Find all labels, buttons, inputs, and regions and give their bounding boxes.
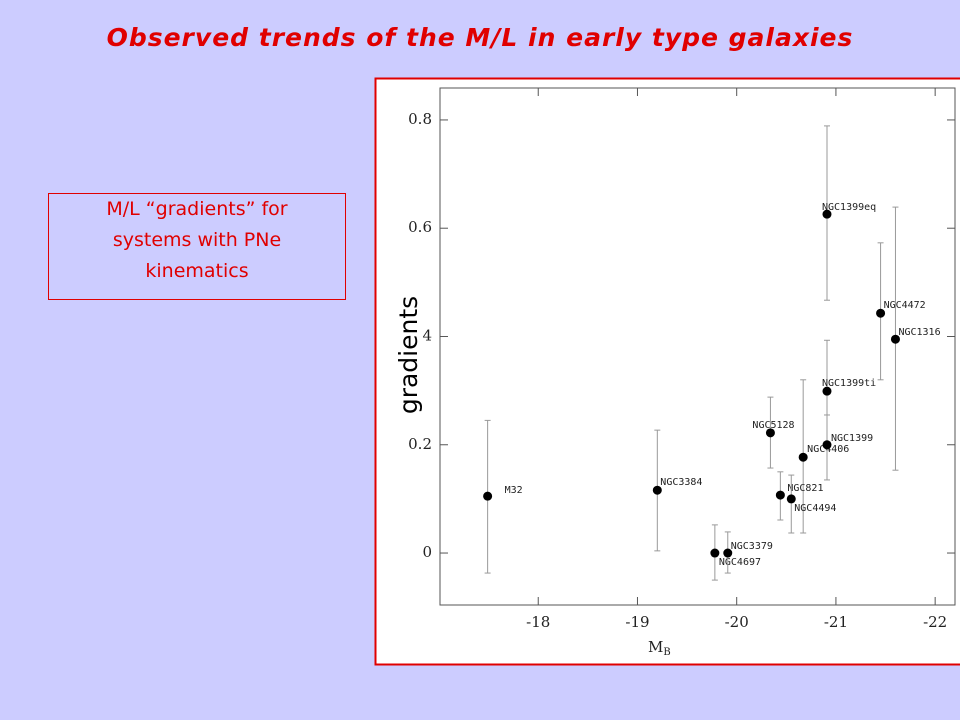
y-axis-label: gradients	[394, 296, 423, 414]
point	[765, 428, 775, 438]
point-label: NGC5128	[752, 420, 794, 431]
x-tick-label: -21	[824, 613, 848, 631]
x-tick-label: -20	[725, 613, 749, 631]
point-label: NGC3384	[660, 477, 702, 488]
point	[775, 490, 785, 500]
point-label: NGC1399eq	[822, 202, 876, 213]
plot-panel	[374, 77, 960, 666]
x-tick-label: -18	[526, 613, 550, 631]
point	[876, 308, 886, 318]
point-label: NGC4697	[719, 557, 761, 568]
y-tick-label: 0.2	[408, 435, 432, 453]
point	[798, 452, 808, 462]
x-tick-label: -22	[923, 613, 947, 631]
slide-title: Observed trends of the M/L in early type…	[107, 23, 854, 52]
y-tick-label: 0.6	[408, 218, 432, 236]
point	[786, 494, 796, 504]
x-tick-label: -19	[625, 613, 649, 631]
y-tick-label: 0.8	[408, 110, 432, 128]
point	[822, 209, 832, 219]
point	[822, 440, 832, 450]
point-label: NGC3379	[731, 541, 773, 552]
point-label: NGC821	[787, 483, 823, 494]
point-label: NGC1316	[898, 327, 940, 338]
point-label: NGC4406	[807, 444, 849, 455]
x-label-main: M	[648, 638, 663, 656]
x-label-sub: B	[663, 647, 670, 658]
point	[483, 491, 493, 501]
plot-frame	[439, 87, 956, 606]
point	[652, 485, 662, 495]
note-line: kinematics	[145, 260, 248, 282]
point-label: NGC4494	[794, 503, 836, 514]
note-box	[48, 193, 346, 300]
plot: -18 -19 -20 -21 -22 0 0.2 4 0.6 0.8 M32 NGC3384 NGC4…	[408, 88, 955, 631]
point	[822, 386, 832, 396]
note-line: M/L “gradients” for	[106, 198, 287, 220]
y-tick-label: 4	[422, 326, 432, 344]
x-axis-label: MB	[648, 638, 671, 658]
point-label: NGC1399	[831, 433, 873, 444]
point	[723, 548, 733, 558]
point	[710, 548, 720, 558]
point	[890, 334, 900, 344]
point-label: NGC1399ti	[822, 378, 876, 389]
point-label: M32	[505, 485, 523, 496]
y-tick-label: 0	[422, 543, 432, 561]
note-line: systems with PNe	[113, 229, 281, 251]
point-label: NGC4472	[884, 300, 926, 311]
